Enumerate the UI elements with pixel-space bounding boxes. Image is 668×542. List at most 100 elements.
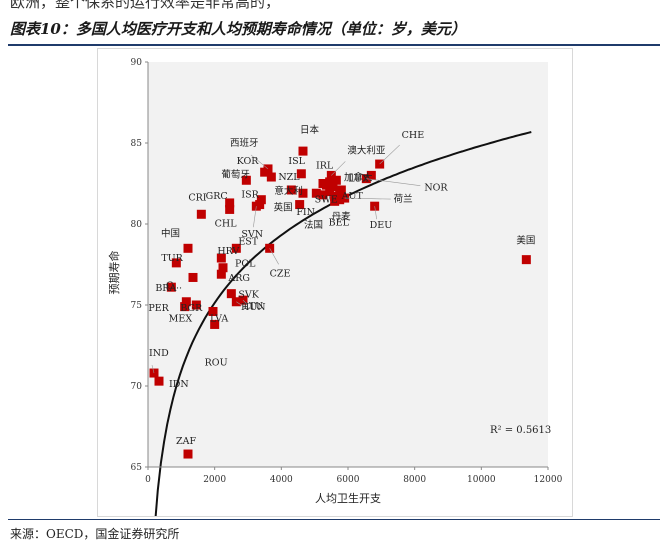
y-tick-label: 80 bbox=[131, 220, 143, 230]
point-unlabeled bbox=[336, 185, 346, 195]
point-BGR bbox=[191, 300, 201, 310]
point-label: GRC bbox=[206, 191, 228, 202]
point-label: AUT bbox=[341, 191, 364, 202]
point-label: FIN bbox=[296, 207, 315, 218]
point-TUR bbox=[171, 258, 181, 268]
leader-line bbox=[269, 248, 279, 265]
point-label: HRV bbox=[217, 246, 239, 257]
x-tick-label: 6000 bbox=[337, 475, 360, 485]
point-label: 加拿大 bbox=[344, 172, 373, 184]
leader-line bbox=[250, 154, 269, 170]
point-日本 bbox=[298, 146, 308, 156]
point-C... bbox=[188, 272, 198, 282]
plot-area bbox=[148, 62, 548, 467]
point-法国 bbox=[318, 190, 328, 200]
point-FIN bbox=[311, 188, 321, 198]
y-tick-label: 90 bbox=[131, 58, 143, 68]
point-KOR bbox=[260, 167, 270, 177]
point-label: BGR bbox=[180, 303, 203, 314]
point-BEL bbox=[330, 196, 340, 206]
point-label: IND bbox=[149, 348, 169, 359]
point-label: ISR bbox=[241, 190, 259, 201]
leader-line bbox=[151, 364, 155, 374]
point-unlabeled bbox=[298, 188, 308, 198]
point-label: 意大利 bbox=[274, 185, 303, 197]
point-label: NZL bbox=[278, 172, 300, 183]
point-label: SWE bbox=[315, 195, 338, 206]
point-PER bbox=[181, 297, 191, 307]
point-label: ZAF bbox=[176, 436, 196, 447]
x-axis: 0 2000 4000 6000 8000 10000 12000 bbox=[145, 466, 563, 485]
point-丹麦 bbox=[335, 195, 345, 205]
point-label: PER bbox=[148, 303, 169, 314]
point-label: 荷兰 bbox=[394, 193, 413, 205]
point-label: MEX bbox=[169, 314, 193, 325]
point-label: EST bbox=[238, 236, 258, 247]
leader-line bbox=[236, 301, 243, 307]
title-rule bbox=[8, 44, 660, 46]
source-rule bbox=[8, 519, 660, 520]
point-葡萄牙 bbox=[241, 175, 251, 185]
point-label: ISL bbox=[288, 156, 305, 167]
point-NZL bbox=[266, 172, 276, 182]
point-意大利 bbox=[286, 185, 296, 195]
point-BRA bbox=[166, 282, 176, 292]
point-label: IRL bbox=[316, 161, 334, 172]
point-IDN bbox=[154, 376, 164, 386]
point-SVK bbox=[226, 289, 236, 299]
leader-line bbox=[366, 178, 421, 186]
leader-line bbox=[331, 161, 346, 176]
point-label: CZE bbox=[270, 268, 291, 279]
point-EST bbox=[231, 243, 241, 253]
point-中国 bbox=[183, 243, 193, 253]
point-GRC bbox=[225, 198, 235, 208]
point-MEX bbox=[180, 302, 190, 312]
point-label: 葡萄牙 bbox=[221, 168, 250, 180]
point-unlabeled bbox=[330, 191, 340, 201]
top-text-fragment: 欧洲，整个保系的运行效率是非常高的， bbox=[10, 0, 281, 11]
leader-line bbox=[253, 206, 257, 228]
point-ROU bbox=[210, 319, 220, 329]
point-ARG bbox=[216, 269, 226, 279]
y-tick-label: 75 bbox=[131, 301, 143, 311]
r-squared-annotation: R² = 0.5613 bbox=[490, 425, 551, 436]
point-label: 英国 bbox=[274, 202, 293, 214]
point-label: KOR bbox=[237, 156, 260, 167]
point-label: 美国 bbox=[516, 235, 535, 247]
point-ZAF bbox=[183, 449, 193, 459]
point-label: DEU bbox=[370, 220, 393, 231]
figure-title: 图表10：多国人均医疗开支和人均预期寿命情况（单位：岁，美元） bbox=[10, 20, 466, 38]
point-label: 中国 bbox=[161, 227, 180, 239]
point-unlabeled bbox=[321, 180, 331, 190]
point-LUX bbox=[331, 175, 341, 185]
point-label: CRI bbox=[188, 192, 206, 203]
point-label: ROU bbox=[205, 357, 228, 368]
point-unlabeled bbox=[366, 170, 376, 180]
point-label: 法国 bbox=[304, 219, 323, 231]
y-tick-label: 85 bbox=[131, 139, 143, 149]
y-axis: 65 70 75 80 85 90 bbox=[131, 58, 149, 473]
y-tick-label: 65 bbox=[131, 463, 143, 473]
point-澳大利亚 bbox=[326, 170, 336, 180]
point-label: HUN bbox=[241, 302, 266, 313]
point-AUT bbox=[335, 190, 345, 200]
y-tick-label: 70 bbox=[131, 382, 143, 392]
source-note: 来源：OECD，国金证券研究所 bbox=[10, 527, 180, 541]
leader-line bbox=[344, 197, 391, 200]
point-美国 bbox=[521, 255, 531, 265]
leader-line bbox=[374, 206, 377, 220]
point-label: 日本 bbox=[300, 124, 320, 136]
point-label: 澳大利亚 bbox=[347, 144, 386, 156]
point-label: 西班牙 bbox=[230, 137, 259, 149]
point-LVA bbox=[208, 306, 218, 316]
x-tick-label: 8000 bbox=[403, 475, 426, 485]
point-label: 丹麦 bbox=[332, 211, 352, 223]
x-tick-label: 2000 bbox=[203, 475, 226, 485]
point-label: CHL bbox=[215, 218, 238, 229]
x-tick-label: 10000 bbox=[467, 475, 496, 485]
point-label: BRA bbox=[155, 283, 176, 294]
point-label: LTU bbox=[243, 301, 263, 312]
point-ISR bbox=[256, 195, 266, 205]
